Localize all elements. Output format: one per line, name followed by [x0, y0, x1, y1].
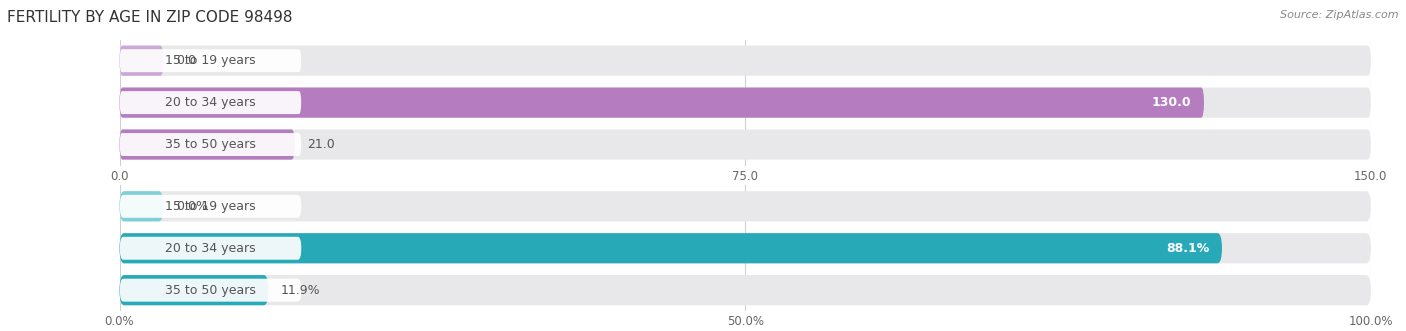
Text: 0.0%: 0.0%: [176, 200, 208, 213]
FancyBboxPatch shape: [120, 191, 163, 221]
FancyBboxPatch shape: [120, 279, 301, 302]
FancyBboxPatch shape: [120, 46, 163, 76]
Text: 130.0: 130.0: [1152, 96, 1191, 109]
FancyBboxPatch shape: [120, 129, 295, 160]
FancyBboxPatch shape: [120, 91, 301, 114]
FancyBboxPatch shape: [120, 275, 269, 305]
FancyBboxPatch shape: [120, 49, 301, 72]
FancyBboxPatch shape: [120, 87, 1204, 118]
FancyBboxPatch shape: [120, 129, 1371, 160]
FancyBboxPatch shape: [120, 237, 301, 260]
FancyBboxPatch shape: [120, 275, 1371, 305]
Text: Source: ZipAtlas.com: Source: ZipAtlas.com: [1281, 10, 1399, 20]
Text: 35 to 50 years: 35 to 50 years: [165, 138, 256, 151]
Text: 11.9%: 11.9%: [281, 284, 321, 297]
Text: 21.0: 21.0: [308, 138, 335, 151]
FancyBboxPatch shape: [120, 195, 301, 218]
FancyBboxPatch shape: [120, 233, 1371, 263]
Text: 0.0: 0.0: [176, 54, 195, 67]
Text: 20 to 34 years: 20 to 34 years: [165, 96, 256, 109]
Text: 15 to 19 years: 15 to 19 years: [166, 200, 256, 213]
Text: 15 to 19 years: 15 to 19 years: [165, 54, 256, 67]
Text: 35 to 50 years: 35 to 50 years: [165, 284, 256, 297]
Text: 88.1%: 88.1%: [1166, 242, 1209, 255]
Text: 20 to 34 years: 20 to 34 years: [166, 242, 256, 255]
FancyBboxPatch shape: [120, 46, 1371, 76]
FancyBboxPatch shape: [120, 87, 1371, 118]
Text: FERTILITY BY AGE IN ZIP CODE 98498: FERTILITY BY AGE IN ZIP CODE 98498: [7, 10, 292, 25]
FancyBboxPatch shape: [120, 133, 301, 156]
FancyBboxPatch shape: [120, 191, 1371, 221]
FancyBboxPatch shape: [120, 233, 1222, 263]
